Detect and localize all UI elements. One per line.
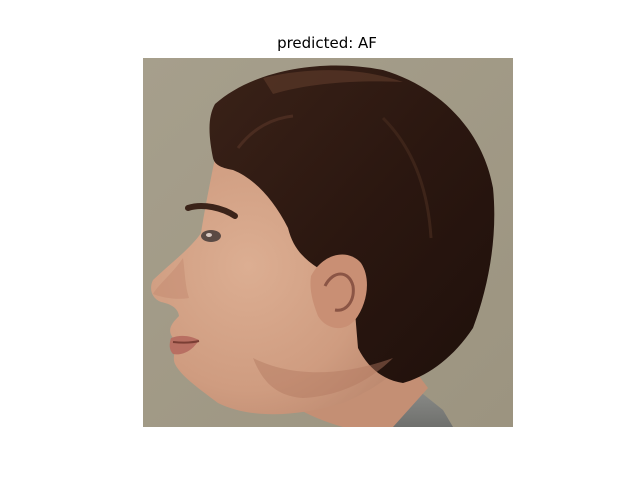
hair-strand: [236, 114, 294, 149]
hair: [209, 65, 495, 383]
hair-highlight: [263, 70, 403, 94]
ear: [310, 254, 367, 329]
eyebrow: [185, 203, 238, 219]
face-profile-photo: [143, 58, 513, 427]
hair-strand-2: [381, 116, 433, 239]
jaw-shadow: [253, 358, 393, 398]
face-image: [143, 58, 513, 427]
lips: [169, 335, 199, 355]
ear-inner: [323, 272, 355, 312]
eye-highlight: [206, 233, 212, 237]
mouth-line: [172, 340, 200, 344]
plot-title: predicted: AF: [277, 34, 377, 52]
nose-shadow: [153, 258, 189, 299]
